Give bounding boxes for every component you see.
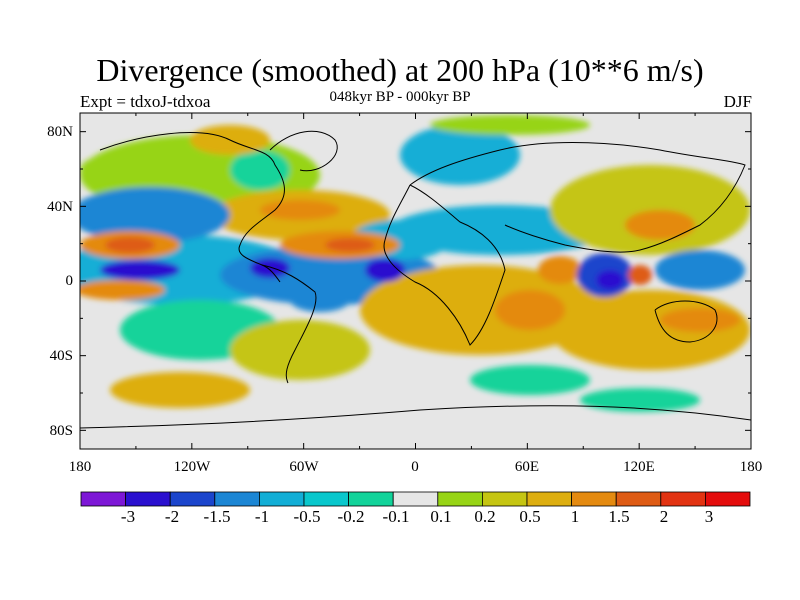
lon-label-120w: 120W [173,459,211,475]
lon-label-0: 0 [411,459,419,475]
colorbar-label: -2 [164,507,180,526]
lat-label-40s: 40S [49,348,73,364]
blob [80,187,230,243]
greenland-coast [269,130,338,172]
blob [260,200,340,220]
blob [550,165,750,255]
blob [360,265,600,355]
blob [400,125,520,185]
blob [365,258,405,282]
colorbar-label: 0.1 [430,507,452,526]
blob [495,290,565,330]
chart-title: Divergence (smoothed) at 200 hPa (10**6 … [96,52,704,88]
blob [580,388,700,412]
colorbar-label: -0.2 [337,507,365,526]
lon-label-180e: 180 [739,459,763,475]
colorbar-box [571,491,617,507]
blob [250,258,290,278]
colorbar-box [348,491,394,507]
chart-subtitle: 048kyr BP - 000kyr BP [329,89,471,105]
colorbar [80,491,751,507]
blob [470,365,590,395]
blob [290,288,350,312]
colorbar-box [526,491,572,507]
blob [230,150,290,190]
colorbar-box [481,491,528,507]
blob [325,238,375,252]
eurasia-coast [409,142,746,253]
experiment-label: Expt = tdxoJ-tdxoa [80,92,211,111]
blob [105,237,155,253]
colorbar-label: 2 [659,507,669,526]
blob [625,210,695,240]
colorbar-box [615,491,662,507]
colorbar-box [437,491,483,507]
colorbar-label: -0.1 [382,507,410,526]
axis-ticks [79,113,752,449]
australia-coast [654,300,718,343]
colorbar-label: -1.5 [203,507,231,526]
colorbar-box [169,491,216,507]
north-america-coast [99,132,285,283]
antarctica-coast [80,405,751,429]
lon-label-180w: 180 [68,459,92,475]
lon-label-60e: 60E [514,459,540,475]
blob [110,372,250,408]
blob [430,115,590,135]
blob [230,320,370,380]
contour-field [80,113,751,449]
blob [100,260,180,280]
colorbar-label: 0.2 [474,507,496,526]
lon-label-60w: 60W [289,459,319,475]
colorbar-box [705,491,751,507]
season-label: DJF [723,92,752,111]
colorbar-box [80,491,126,507]
colorbar-label: -0.5 [293,507,321,526]
blob [538,256,582,284]
lat-label-80n: 80N [47,124,73,140]
lon-label-120e: 120E [623,459,655,475]
lat-label-40n: 40N [47,199,73,215]
coastlines [80,130,751,429]
colorbar-label: -1 [254,507,270,526]
blob [80,280,165,300]
africa-coast [383,184,506,346]
blob [596,270,624,290]
colorbar-box [258,491,305,507]
lat-label-80s: 80S [49,423,73,439]
blob [660,308,740,332]
colorbar-box [303,491,349,507]
colorbar-box [125,491,171,507]
colorbar-box [392,491,439,507]
blob [655,250,745,290]
south-america-coast [261,264,317,384]
colorbar-label: 1 [570,507,580,526]
colorbar-label: 1.5 [608,507,630,526]
lat-label-0: 0 [65,273,74,289]
colorbar-box [214,491,260,507]
colorbar-label: 3 [704,507,714,526]
blob [628,265,652,285]
colorbar-label: 0.5 [519,507,541,526]
colorbar-box [660,491,706,507]
blob [80,155,140,185]
colorbar-label: -3 [120,507,136,526]
